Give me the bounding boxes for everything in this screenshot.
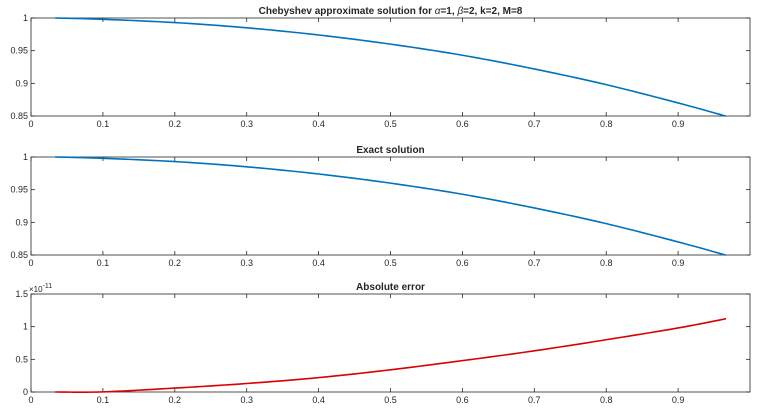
- x-tick-label: 0.4: [312, 258, 325, 268]
- x-tick-label: 0.5: [384, 395, 397, 405]
- subplot-3: 0 0.1 0.2 0.3 0.4 0.5 0.6 0.7 0.8 0.9 0 0.5 1 1.5 ×10-…: [15, 282, 751, 405]
- x-tick-label: 0.2: [169, 119, 182, 129]
- y-tick-label: 0.9: [15, 78, 28, 88]
- x-tick-label: 0.4: [312, 119, 325, 129]
- x-tick-label: 0.4: [312, 395, 325, 405]
- x-tick-label: 0: [28, 119, 33, 129]
- axes-box: [30, 17, 751, 117]
- y-exponent-power: -11: [43, 283, 53, 290]
- x-tick-label: 0.9: [672, 395, 685, 405]
- x-tick-label: 0.8: [600, 119, 613, 129]
- title-part: Exact solution: [356, 145, 424, 156]
- x-tick-label: 0.1: [97, 395, 110, 405]
- x-tick-label: 0.8: [600, 395, 613, 405]
- title-part: =2, k=2, M=8: [463, 6, 523, 17]
- y-tick-label: 1: [23, 13, 28, 23]
- y-tick-label: 0.5: [15, 354, 28, 364]
- y-tick-label: 0: [23, 387, 28, 397]
- x-tick-label: 0.2: [169, 258, 182, 268]
- x-tick-label: 0.6: [456, 395, 469, 405]
- y-tick-label: 1: [23, 152, 28, 162]
- title-part: β: [456, 6, 463, 17]
- y-exponent-base: ×10: [29, 285, 43, 294]
- title-part: =1,: [440, 6, 457, 17]
- panel-title: Absolute error: [356, 282, 425, 293]
- title-part: α: [435, 6, 441, 17]
- series-line: [54, 318, 727, 393]
- y-tick-label: 1.5: [15, 289, 28, 299]
- x-tick-label: 0: [28, 395, 33, 405]
- x-tick-label: 0: [28, 258, 33, 268]
- y-exponent-label: ×10-11: [29, 283, 52, 294]
- y-tick-label: 1: [23, 322, 28, 332]
- axes-box: [30, 293, 751, 393]
- subplot-1: 0 0.1 0.2 0.3 0.4 0.5 0.6 0.7 0.8 0.9 0.85 0.9 0.95 1…: [10, 6, 751, 129]
- x-tick-label: 0.2: [169, 395, 182, 405]
- x-tick-label: 0.5: [384, 258, 397, 268]
- panel-title: Chebyshev approximate solution for α=1, …: [259, 6, 523, 17]
- x-tick-label: 0.1: [97, 119, 110, 129]
- x-tick-label: 0.9: [672, 119, 685, 129]
- x-tick-label: 0.6: [456, 258, 469, 268]
- y-tick-label: 0.95: [10, 185, 28, 195]
- y-tick-label: 0.95: [10, 46, 28, 56]
- x-tick-label: 0.7: [528, 395, 541, 405]
- title-part: Chebyshev approximate solution for: [259, 6, 435, 17]
- y-tick-label: 0.85: [10, 111, 28, 121]
- x-tick-label: 0.3: [240, 119, 253, 129]
- x-tick-label: 0.6: [456, 119, 469, 129]
- panel-title: Exact solution: [356, 145, 424, 156]
- y-tick-label: 0.85: [10, 250, 28, 260]
- x-tick-label: 0.5: [384, 119, 397, 129]
- x-tick-label: 0.8: [600, 258, 613, 268]
- x-tick-label: 0.3: [240, 395, 253, 405]
- title-part: Absolute error: [356, 282, 425, 293]
- y-tick-label: 0.9: [15, 217, 28, 227]
- x-tick-label: 0.9: [672, 258, 685, 268]
- series-line: [54, 17, 727, 117]
- series-line: [54, 156, 727, 256]
- subplot-2: 0 0.1 0.2 0.3 0.4 0.5 0.6 0.7 0.8 0.9 0.85 0.9 0.95 1…: [10, 145, 751, 268]
- x-tick-label: 0.1: [97, 258, 110, 268]
- x-tick-label: 0.3: [240, 258, 253, 268]
- x-tick-label: 0.7: [528, 258, 541, 268]
- x-tick-label: 0.7: [528, 119, 541, 129]
- axes-box: [30, 156, 751, 256]
